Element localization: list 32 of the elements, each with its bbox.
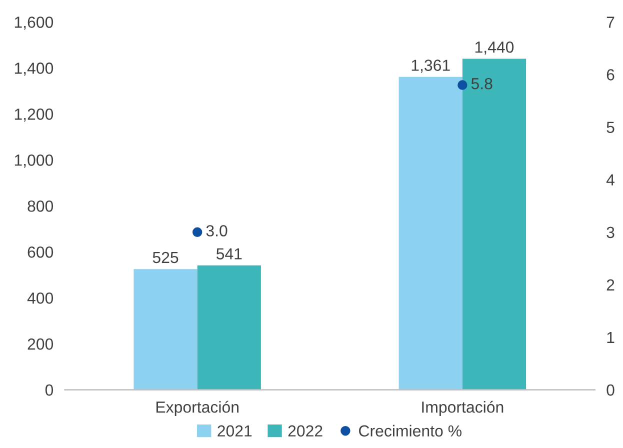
data-label: 1,440 <box>475 41 514 55</box>
y-tick-label: 1,200 <box>14 108 54 122</box>
bar <box>462 58 526 390</box>
y2-tick-label: 3 <box>606 226 614 238</box>
y2-tick-label: 0 <box>606 384 614 396</box>
y2-tick-label: 6 <box>606 69 614 80</box>
y-tick-label: 600 <box>28 246 54 258</box>
y2-tick-label: 2 <box>606 279 614 290</box>
data-label: 5.8 <box>471 78 492 90</box>
x-tick-label: Importación <box>422 400 504 416</box>
y-tick-label: 200 <box>28 338 54 350</box>
bar <box>134 269 198 390</box>
y2-tick-label: 7 <box>606 16 614 28</box>
data-label: 1,361 <box>412 60 450 73</box>
y-tick-label: 1,400 <box>14 62 54 76</box>
y-tick-label: 800 <box>28 200 54 212</box>
legend-label: Crecimiento % <box>359 424 462 437</box>
y-tick-label: 1,000 <box>14 154 54 168</box>
y2-tick-label: 4 <box>606 174 614 186</box>
bar <box>197 265 261 390</box>
y2-tick-label: 1 <box>607 332 614 344</box>
x-tick-label: Exportación <box>156 400 238 416</box>
bar <box>398 76 462 390</box>
data-label: 525 <box>152 252 178 264</box>
y-tick-label: 0 <box>45 384 54 396</box>
y-tick-label: 1,600 <box>14 16 54 30</box>
data-label: 541 <box>216 248 242 260</box>
legend-label: 2022 <box>288 425 322 437</box>
y2-tick-label: 5 <box>606 122 614 133</box>
y-tick-label: 400 <box>27 292 54 304</box>
data-label: 3.0 <box>206 225 228 236</box>
legend-label: 2021 <box>218 425 252 437</box>
